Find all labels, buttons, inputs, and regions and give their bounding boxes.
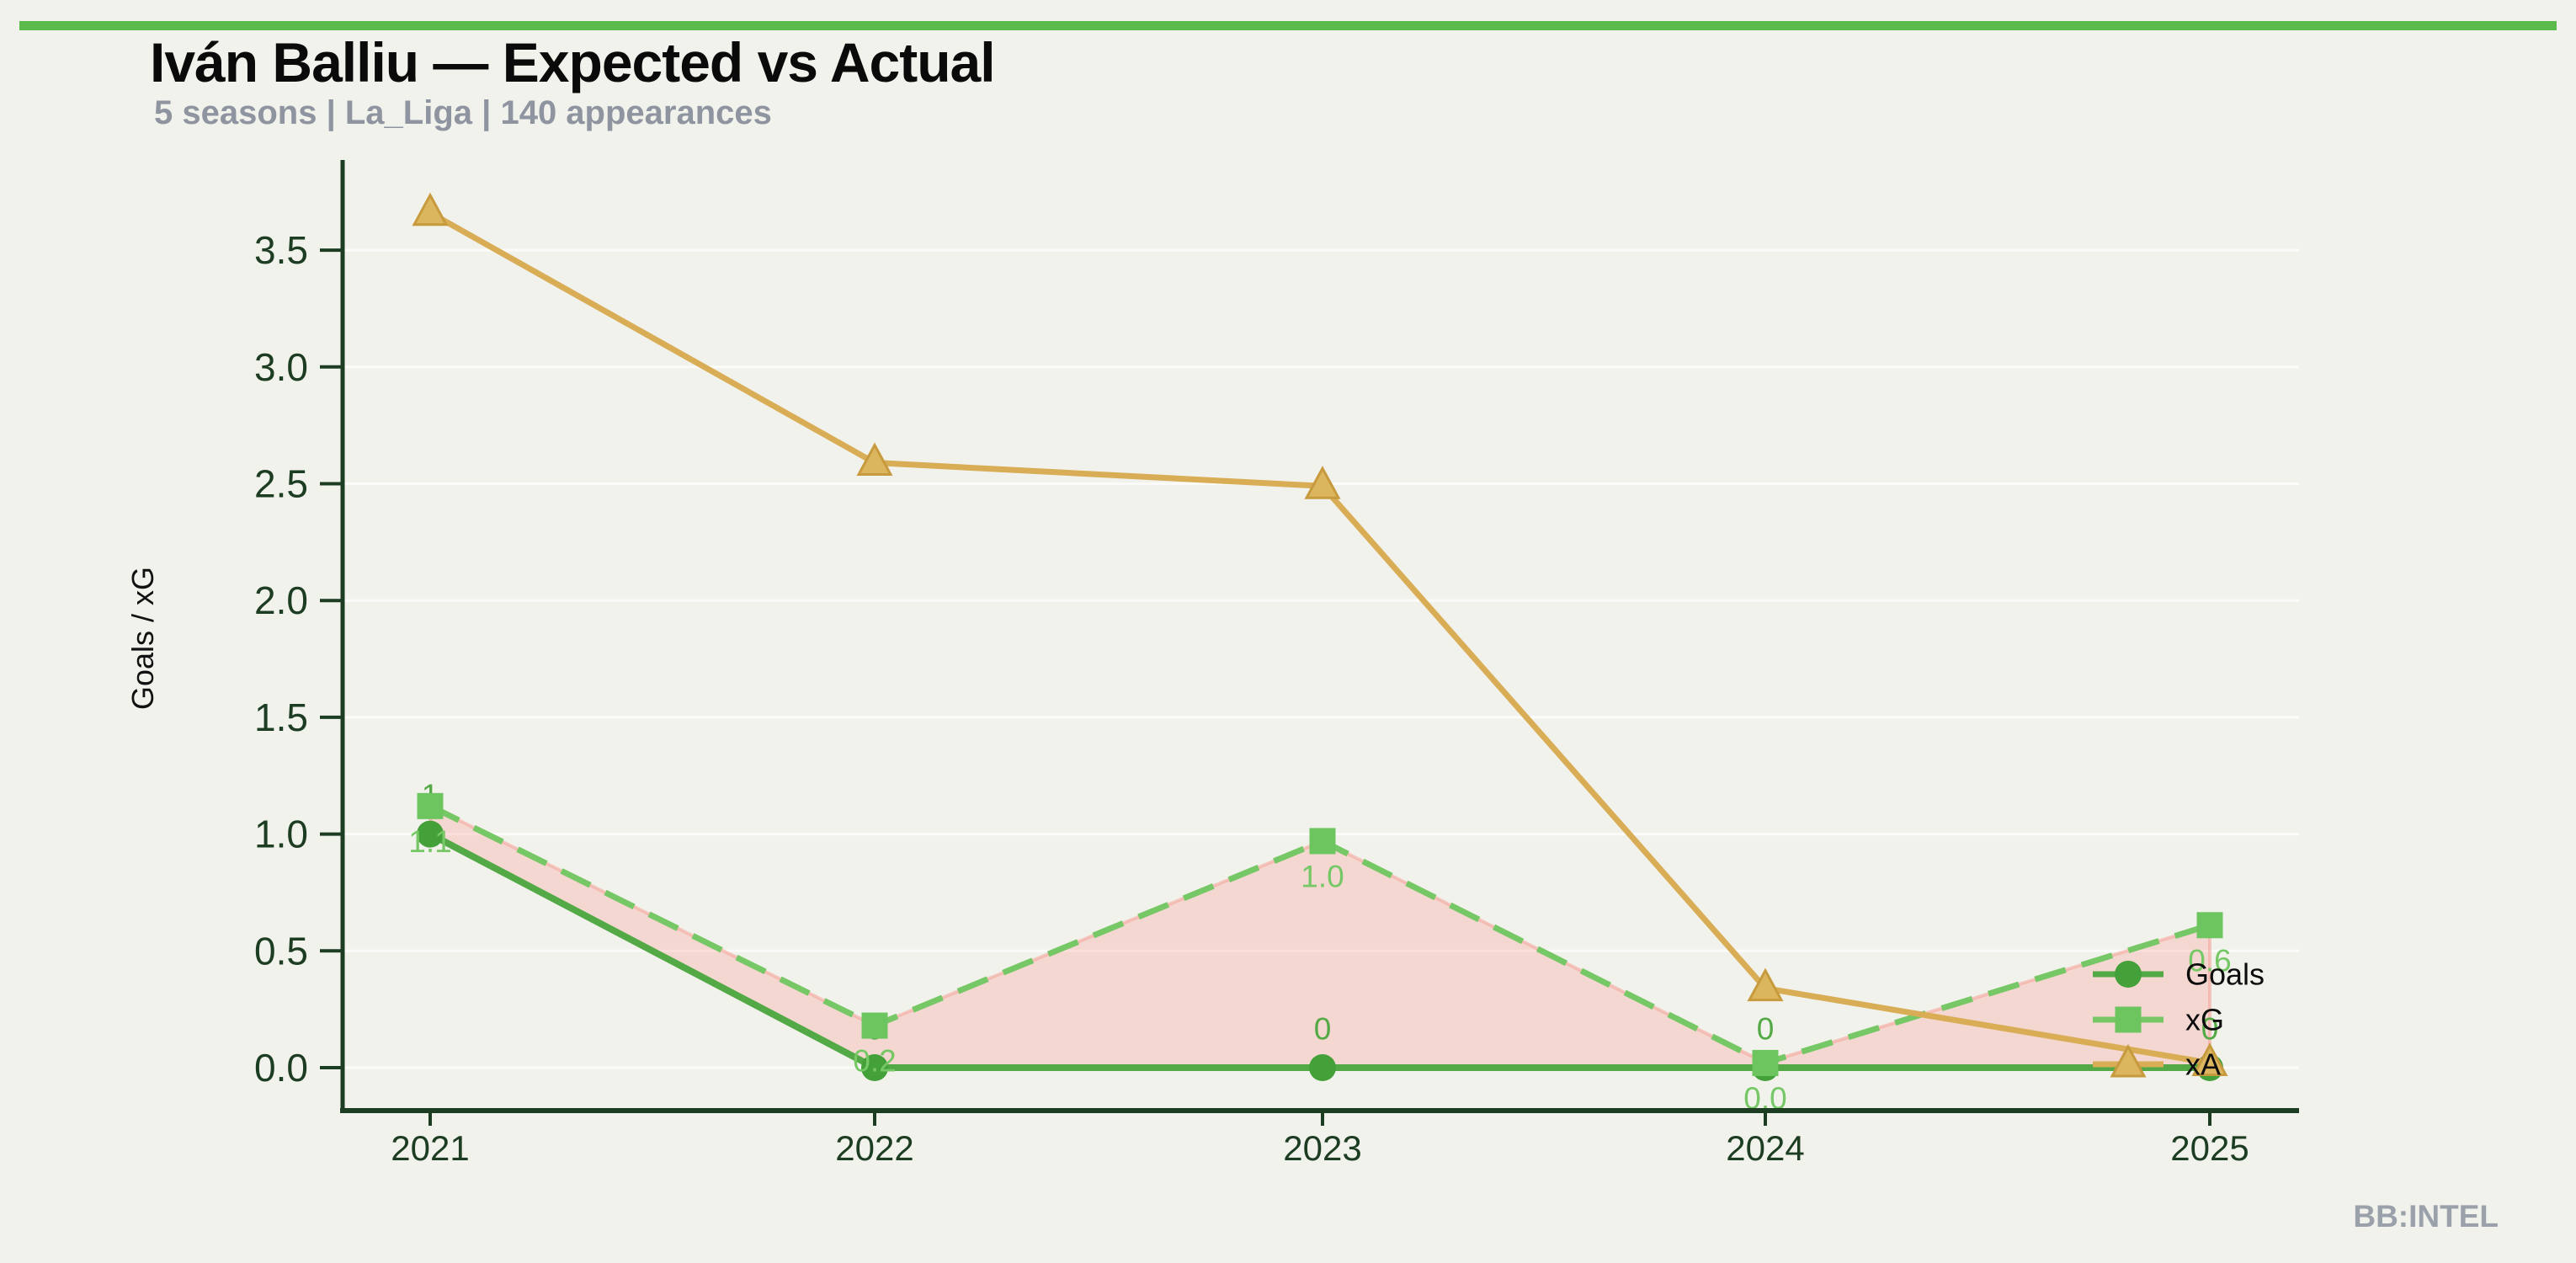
xa-marker bbox=[856, 442, 893, 477]
x-tick-label: 2023 bbox=[1283, 1128, 1361, 1168]
legend-label: Goals bbox=[2185, 957, 2265, 992]
y-tick-label: 0.5 bbox=[254, 929, 308, 973]
legend-square-marker bbox=[2115, 1006, 2142, 1033]
legend-circle-marker bbox=[2115, 961, 2142, 988]
xg-marker bbox=[1309, 828, 1336, 855]
legend-label: xA bbox=[2185, 1047, 2221, 1082]
goals-marker bbox=[1309, 1054, 1336, 1081]
xg-point-label: 0.2 bbox=[853, 1044, 896, 1079]
goals-marker bbox=[417, 820, 444, 848]
x-tick-label: 2022 bbox=[835, 1128, 913, 1168]
goals-point-label: 0 bbox=[1757, 1012, 1775, 1047]
x-tick-label: 2025 bbox=[2170, 1128, 2249, 1168]
top-accent-bar bbox=[19, 21, 2557, 30]
xg-point-label: 1.1 bbox=[408, 824, 451, 859]
goals-marker bbox=[861, 1054, 888, 1081]
legend-item-xa: xA bbox=[2093, 1043, 2221, 1082]
xg-point-label: 1.0 bbox=[1301, 859, 1344, 893]
xa-marker bbox=[2191, 1042, 2228, 1076]
y-tick-label: 2.5 bbox=[254, 462, 308, 506]
series-xa bbox=[412, 192, 2228, 1076]
chart-subtitle: 5 seasons | La_Liga | 140 appearances bbox=[154, 94, 772, 131]
xg-marker bbox=[2196, 912, 2223, 939]
xa-marker bbox=[1304, 466, 1341, 499]
legend: Goals xG xA bbox=[2093, 957, 2265, 1082]
xa-marker bbox=[412, 192, 449, 226]
legend-label: xG bbox=[2185, 1003, 2224, 1037]
goals-point-label: 0 bbox=[2201, 1012, 2219, 1047]
y-tick-label: 3.5 bbox=[254, 228, 308, 272]
xg-marker bbox=[1752, 1049, 1779, 1076]
y-tick-label: 0.0 bbox=[254, 1046, 308, 1090]
legend-triangle-marker bbox=[2110, 1043, 2147, 1078]
goals-point-label: 0 bbox=[1314, 1012, 1332, 1047]
axes: 0.0 0.5 1.0 1.5 2.0 2.5 3.0 3.5 2021 2022 2023 2024… bbox=[254, 160, 2299, 1168]
xg-marker bbox=[861, 1012, 888, 1039]
xg-point-label: 0.6 bbox=[2188, 943, 2231, 978]
xa-marker bbox=[1747, 967, 1784, 1002]
chart-title: Iván Balliu — Expected vs Actual bbox=[150, 31, 996, 93]
series-xg: 1.10.21.00.00.6 bbox=[408, 792, 2232, 1116]
y-tick-label: 1.0 bbox=[254, 813, 308, 856]
y-tick-label: 2.0 bbox=[254, 578, 308, 622]
legend-item-xg: xG bbox=[2093, 1003, 2224, 1037]
y-tick-label: 3.0 bbox=[254, 345, 308, 389]
x-tick-label: 2021 bbox=[391, 1128, 469, 1168]
watermark: BB:INTEL bbox=[2353, 1199, 2499, 1234]
xg-marker bbox=[417, 792, 444, 819]
x-tick-label: 2024 bbox=[1726, 1128, 1804, 1168]
y-tick-label: 1.5 bbox=[254, 695, 308, 739]
legend-item-goals: Goals bbox=[2093, 957, 2265, 992]
